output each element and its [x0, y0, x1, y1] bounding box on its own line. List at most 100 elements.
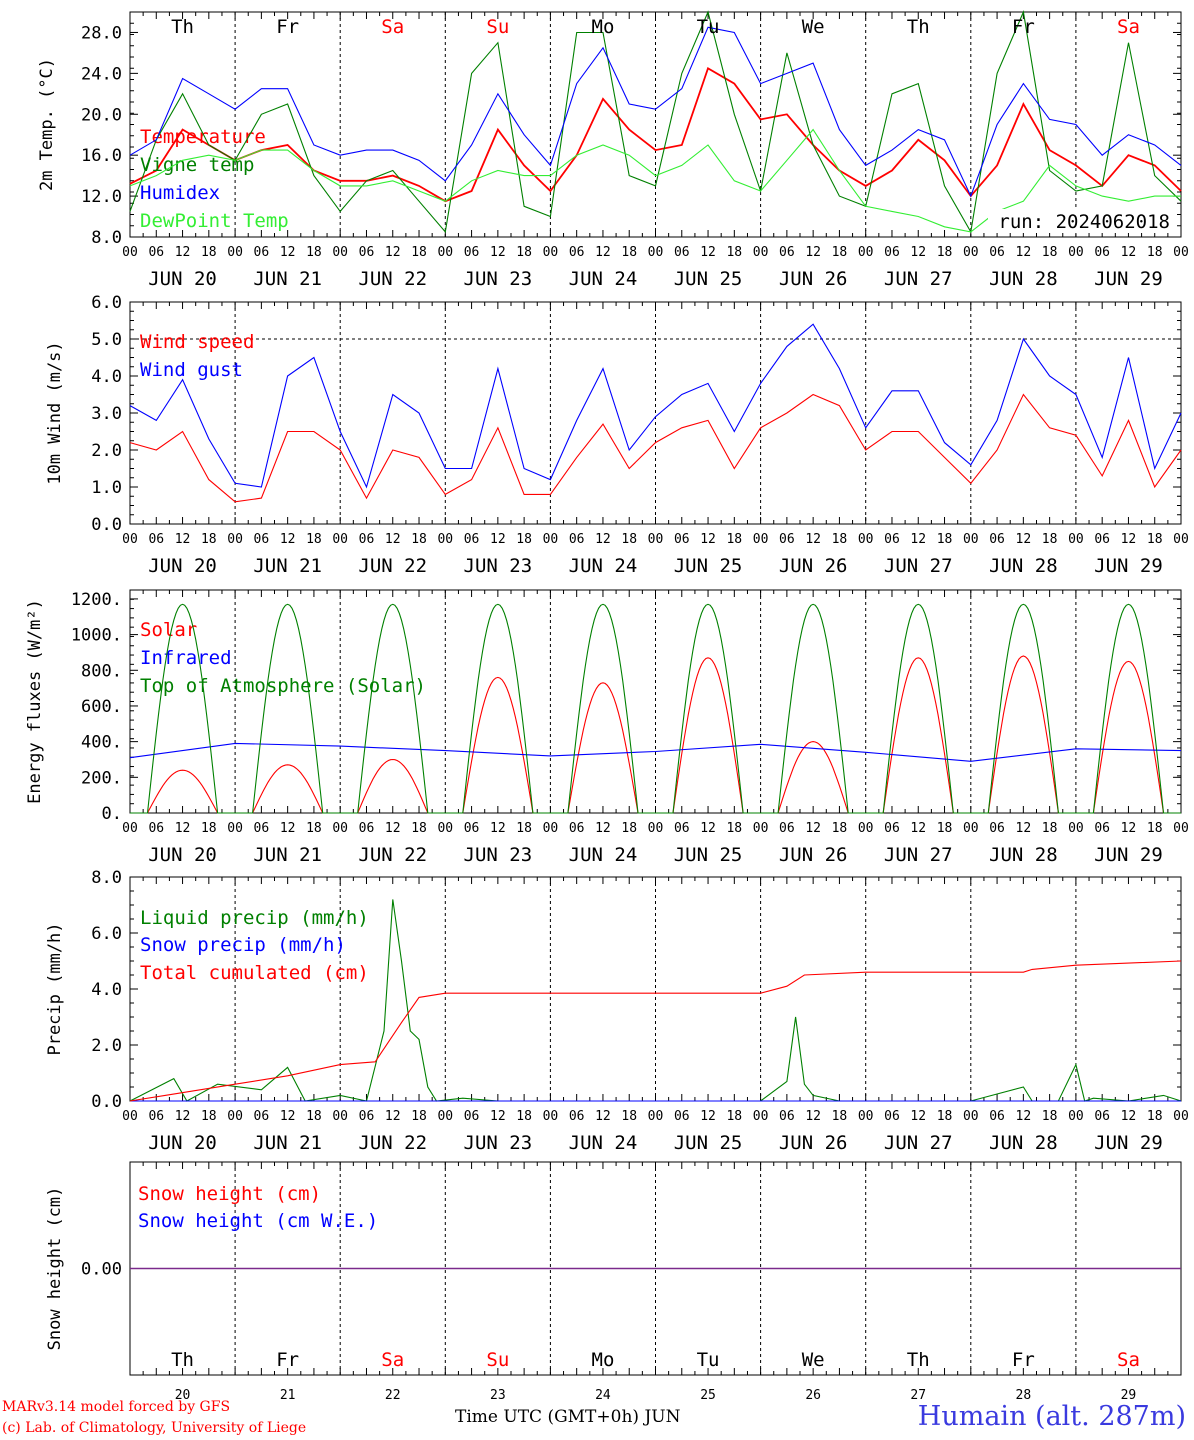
hour-tick-label: 18 — [1147, 821, 1163, 836]
hour-tick-label: 00 — [963, 532, 979, 547]
weekday-label-bottom: Fr — [276, 1349, 299, 1371]
hour-tick-label: 06 — [359, 1109, 375, 1124]
hour-tick-label: 00 — [648, 532, 664, 547]
hour-tick-label: 06 — [464, 532, 480, 547]
hour-tick-label: 12 — [805, 245, 821, 260]
hour-tick-label: 18 — [937, 821, 953, 836]
hour-tick-label: 00 — [858, 1109, 874, 1124]
hour-tick-label: 18 — [201, 245, 217, 260]
hour-tick-label: 12 — [700, 245, 716, 260]
hour-tick-label: 18 — [937, 245, 953, 260]
hour-tick-label: 00 — [543, 245, 559, 260]
y-tick-label: 0.0 — [91, 515, 122, 535]
hour-tick-label: 12 — [490, 245, 506, 260]
day-number-label: 23 — [490, 1388, 506, 1403]
series-line-infrared — [129, 742, 1182, 762]
hour-tick-label: 18 — [937, 532, 953, 547]
hour-tick-label: 18 — [306, 245, 322, 260]
hour-tick-label: 18 — [411, 821, 427, 836]
hour-tick-label: 06 — [1094, 532, 1110, 547]
hour-tick-label: 00 — [227, 245, 243, 260]
y-tick-label: 800. — [81, 661, 122, 681]
x-axis-month: JUN — [644, 1407, 681, 1427]
hour-tick-label: 00 — [1068, 245, 1084, 260]
hour-tick-label: 18 — [201, 1109, 217, 1124]
hour-tick-label: 12 — [1016, 245, 1032, 260]
day-label: JUN 25 — [674, 268, 743, 290]
hour-tick-label: 06 — [359, 532, 375, 547]
y-tick-label: 1.0 — [91, 478, 122, 498]
hour-tick-label: 00 — [122, 821, 138, 836]
day-label: JUN 29 — [1094, 268, 1163, 290]
hour-tick-label: 00 — [858, 821, 874, 836]
legend-liquid-precip-mm-h-: Liquid precip (mm/h) — [140, 907, 369, 929]
y-axis-label: 2m Temp. (°C) — [37, 58, 57, 191]
hour-tick-label: 12 — [805, 821, 821, 836]
hour-tick-label: 12 — [1121, 532, 1137, 547]
hour-tick-label: 12 — [700, 532, 716, 547]
day-number-label: 21 — [280, 1388, 296, 1403]
hour-tick-label: 00 — [122, 245, 138, 260]
hour-tick-label: 06 — [464, 1109, 480, 1124]
hour-tick-label: 18 — [1042, 245, 1058, 260]
series-line-temperature — [129, 66, 1182, 203]
day-label: JUN 25 — [674, 844, 743, 866]
hour-tick-label: 12 — [700, 821, 716, 836]
hour-tick-label: 18 — [832, 245, 848, 260]
hour-tick-label: 00 — [437, 1109, 453, 1124]
day-label: JUN 23 — [464, 1132, 533, 1154]
legend-vigne-temp: Vigne temp — [140, 154, 254, 176]
day-label: JUN 25 — [674, 1132, 743, 1154]
weekday-label-top: Sa — [381, 16, 404, 38]
hour-tick-label: 12 — [280, 1109, 296, 1124]
hour-tick-label: 00 — [648, 245, 664, 260]
hour-tick-label: 00 — [753, 532, 769, 547]
hour-tick-label: 12 — [910, 1109, 926, 1124]
hour-tick-label: 18 — [621, 1109, 637, 1124]
hour-tick-label: 00 — [332, 821, 348, 836]
hour-tick-label: 06 — [884, 245, 900, 260]
hour-tick-label: 18 — [516, 532, 532, 547]
hour-tick-label: 06 — [359, 245, 375, 260]
hour-tick-label: 00 — [753, 1109, 769, 1124]
hour-tick-label: 00 — [753, 821, 769, 836]
y-axis-label: Precip (mm/h) — [45, 922, 65, 1055]
hour-tick-label: 12 — [490, 1109, 506, 1124]
y-tick-label: 0.00 — [81, 1260, 122, 1280]
series-line-dewpoint-temp — [129, 128, 1181, 233]
y-tick-label: 0.0 — [91, 1092, 122, 1112]
hour-tick-label: 12 — [805, 1109, 821, 1124]
legend-wind-gust: Wind gust — [140, 359, 243, 381]
y-tick-label: 20.0 — [81, 105, 122, 125]
weekday-label-bottom: Su — [486, 1349, 509, 1371]
hour-tick-label: 18 — [411, 532, 427, 547]
y-tick-label: 6.0 — [91, 924, 122, 944]
credit-line-2: (c) Lab. of Climatology, University of L… — [2, 1420, 307, 1436]
hour-tick-label: 18 — [726, 1109, 742, 1124]
y-tick-label: 2.0 — [91, 1036, 122, 1056]
day-number-label: 29 — [1121, 1388, 1137, 1403]
hour-tick-label: 18 — [726, 532, 742, 547]
y-tick-label: 5.0 — [91, 330, 122, 350]
hour-tick-label: 00 — [543, 532, 559, 547]
hour-tick-label: 06 — [779, 245, 795, 260]
day-label: JUN 24 — [569, 555, 638, 577]
day-label: JUN 22 — [358, 844, 427, 866]
day-label: JUN 21 — [253, 268, 322, 290]
hour-tick-label: 12 — [175, 532, 191, 547]
hour-tick-label: 12 — [1121, 1109, 1137, 1124]
legend-solar: Solar — [140, 619, 197, 641]
hour-tick-label: 18 — [832, 1109, 848, 1124]
hour-tick-label: 00 — [1173, 532, 1189, 547]
hour-tick-label: 18 — [621, 532, 637, 547]
weekday-label-top: Mo — [592, 16, 615, 38]
y-tick-label: 2.0 — [91, 441, 122, 461]
legend-humidex: Humidex — [140, 182, 220, 204]
y-tick-label: 16.0 — [81, 146, 122, 166]
weekday-label-top: We — [802, 16, 825, 38]
day-label: JUN 21 — [253, 555, 322, 577]
day-label: JUN 25 — [674, 555, 743, 577]
y-tick-label: 400. — [81, 733, 122, 753]
hour-tick-label: 18 — [516, 245, 532, 260]
day-label: JUN 29 — [1094, 555, 1163, 577]
